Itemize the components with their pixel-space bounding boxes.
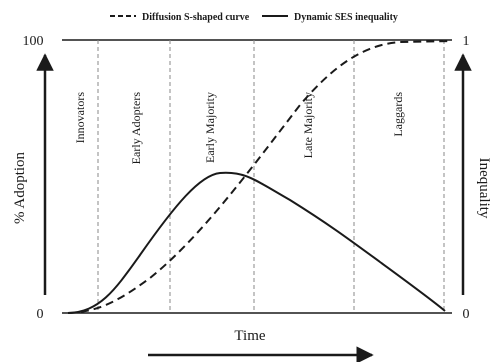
left-axis-top-value: 100 xyxy=(23,34,44,49)
left-axis-label: % Adoption xyxy=(12,151,28,224)
right-axis-top-value: 1 xyxy=(463,34,470,49)
category-late-majority: Late Majority xyxy=(301,92,315,158)
category-early-adopters: Early Adopters xyxy=(129,92,143,165)
ses-inequality-curve xyxy=(67,171,446,314)
legend-solid-label: Dynamic SES inequality xyxy=(294,12,398,23)
time-axis-label: Time xyxy=(234,328,265,344)
category-innovators: Innovators xyxy=(73,92,87,144)
left-axis-bottom-value: 0 xyxy=(37,307,44,322)
legend-dashed-label: Diffusion S-shaped curve xyxy=(142,12,250,23)
diffusion-s-curve xyxy=(67,40,453,314)
right-axis-label: Inequality xyxy=(476,158,490,219)
legend: Diffusion S-shaped curve Dynamic SES ine… xyxy=(110,12,398,23)
category-dividers xyxy=(97,40,445,313)
category-early-majority: Early Majority xyxy=(203,92,217,163)
right-axis-bottom-value: 0 xyxy=(463,307,470,322)
category-laggards: Laggards xyxy=(391,92,405,137)
category-labels: Innovators Early Adopters Early Majority… xyxy=(73,92,405,165)
